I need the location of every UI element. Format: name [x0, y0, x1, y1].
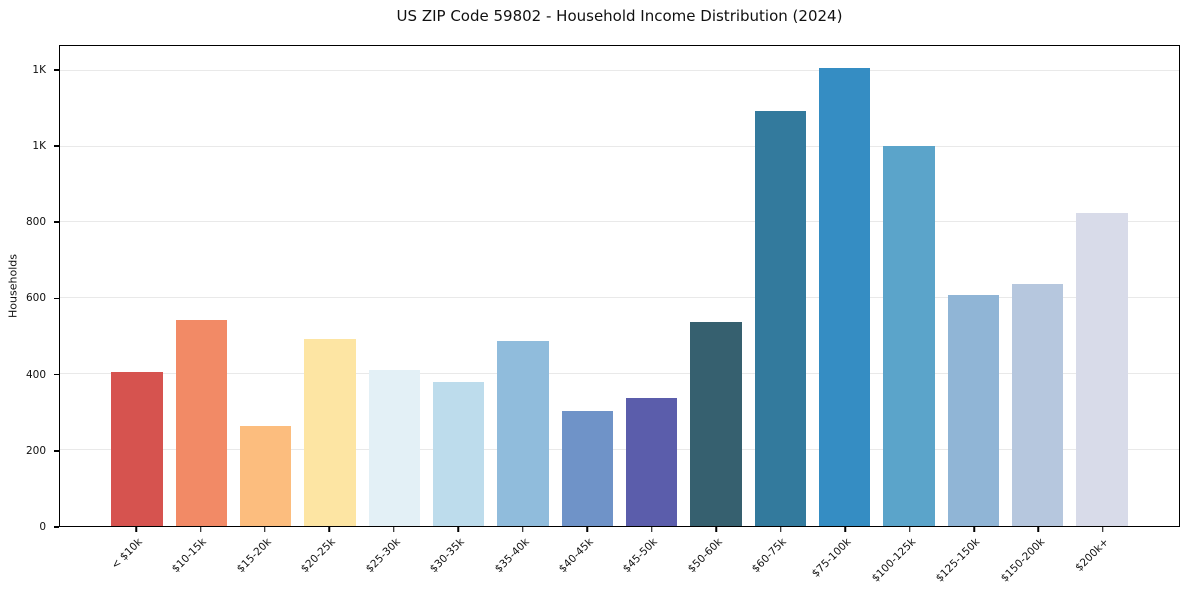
bar-slot: [1006, 46, 1070, 526]
x-tick-mark: [1037, 527, 1040, 532]
x-tick-mark: [779, 527, 782, 532]
y-tick-label: 0: [39, 521, 46, 533]
y-tick-mark: [54, 221, 59, 223]
y-tick-mark: [54, 297, 59, 300]
y-tick-label: 800: [25, 216, 46, 229]
x-tick-mark: [650, 527, 653, 532]
y-tick-label: 600: [25, 292, 46, 305]
x-tick-mark: [393, 527, 395, 532]
bar-slot: [298, 46, 362, 526]
bar: [497, 341, 549, 526]
bar: [239, 425, 292, 526]
x-tick-mark: [844, 527, 846, 532]
gridline: [60, 373, 1179, 375]
bar: [625, 397, 678, 526]
x-tick-label: $30-35k: [427, 536, 467, 576]
bar-slot: [491, 46, 555, 526]
x-tick-mark: [457, 527, 460, 532]
x-tick-label: < $10k: [109, 536, 145, 572]
y-tick-label: 1K: [32, 139, 46, 152]
x-tick-mark: [1102, 527, 1104, 532]
x-tick-label: $25-30k: [363, 536, 403, 576]
bar: [754, 110, 807, 526]
bar: [111, 372, 163, 526]
y-tick-mark: [54, 450, 59, 452]
y-tick-label: 1K: [32, 63, 46, 76]
x-tick-mark: [328, 527, 331, 532]
bar: [561, 411, 614, 526]
bar-slot: [169, 46, 233, 526]
bar: [883, 146, 935, 526]
chart-title: US ZIP Code 59802 - Household Income Dis…: [396, 7, 843, 25]
y-tick-label: 400: [25, 368, 46, 381]
x-tick-label: $35-40k: [492, 536, 532, 576]
y-axis: 0 200 400 600 800 1K 1K: [0, 45, 59, 533]
gridline: [60, 145, 1179, 147]
bar-slot: [362, 46, 426, 526]
bar-slot: [620, 46, 684, 526]
bar: [175, 319, 227, 526]
x-tick-label: $15-20k: [234, 536, 274, 576]
bars-container: [60, 46, 1179, 526]
x-tick-label: $20-25k: [298, 536, 338, 576]
x-tick-mark: [522, 527, 524, 532]
y-tick-mark: [54, 69, 59, 71]
y-tick-mark: [54, 526, 59, 528]
gridline: [60, 449, 1179, 451]
x-axis: < $10k $10-15k $15-20k $20-25k $25-30k $30-35…: [59, 527, 1180, 590]
gridline: [60, 221, 1179, 223]
gridline: [60, 297, 1179, 299]
bar: [1012, 284, 1064, 526]
x-tick-label: $40-45k: [556, 536, 596, 576]
bar-slot: [941, 46, 1005, 526]
x-tick-label: $50-60k: [685, 536, 725, 576]
bar-slot: [105, 46, 169, 526]
x-tick-label: $60-75k: [750, 536, 790, 576]
bar-slot: [1070, 46, 1134, 526]
bar: [304, 339, 356, 526]
bar: [432, 381, 485, 526]
x-tick-mark: [586, 527, 589, 532]
x-tick-label: $10-15k: [169, 536, 210, 576]
x-tick-mark: [135, 527, 137, 532]
bar: [1076, 212, 1128, 526]
gridline: [60, 69, 1179, 71]
y-tick-mark: [54, 145, 59, 147]
x-tick-label: $75-100k: [809, 536, 854, 580]
x-tick-label: $200k+: [1073, 536, 1112, 574]
bar-slot: [684, 46, 748, 526]
plot-area: [59, 45, 1180, 527]
bar-slot: [813, 46, 877, 526]
x-tick-mark: [199, 527, 202, 532]
bar: [368, 370, 421, 526]
x-tick-mark: [908, 527, 911, 532]
bar-slot: [877, 46, 941, 526]
bar: [690, 321, 742, 526]
y-tick-mark: [54, 373, 59, 376]
bar-slot: [233, 46, 297, 526]
bar-slot: [555, 46, 619, 526]
bar-slot: [748, 46, 812, 526]
x-tick-mark: [973, 527, 975, 532]
x-tick-label: $100-125k: [869, 536, 919, 585]
x-tick-mark: [715, 527, 717, 532]
bar: [818, 68, 871, 526]
bar: [947, 294, 1000, 526]
x-tick-mark: [264, 527, 266, 532]
y-tick-label: 200: [25, 444, 46, 457]
bar-slot: [426, 46, 490, 526]
x-tick-label: $150-200k: [998, 536, 1047, 585]
x-tick-label: $125-150k: [933, 536, 983, 585]
x-tick-label: $45-50k: [621, 536, 661, 576]
